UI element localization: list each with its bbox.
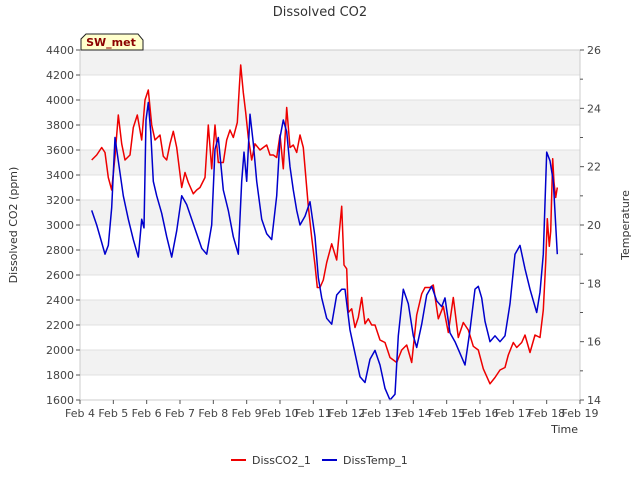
plot-band	[80, 325, 580, 350]
x-tick-label: Feb 17	[495, 407, 532, 420]
x-tick-label: Feb 14	[395, 407, 432, 420]
y-tick-label: 3600	[46, 144, 74, 157]
plot-band	[80, 225, 580, 250]
y-tick-label: 3400	[46, 169, 74, 182]
plot-band	[80, 175, 580, 200]
y-tick-label: 4200	[46, 69, 74, 82]
plot-band	[80, 75, 580, 100]
y-tick-label: 3200	[46, 194, 74, 207]
x-tick-label: Feb 11	[295, 407, 332, 420]
legend-label-dissco2: DissCO2_1	[252, 454, 311, 467]
site-badge-shape	[80, 33, 144, 51]
series-line-disstemp-1	[90, 101, 559, 401]
x-axis-label: Time	[550, 423, 578, 436]
y-tick-label: 1600	[46, 394, 74, 407]
y-tick-label: 3000	[46, 219, 74, 232]
chart-title: Dissolved CO2	[273, 5, 367, 20]
y2-tick-label: 22	[587, 161, 601, 174]
series-line-dissco2-1	[91, 64, 559, 385]
x-tick-label: Feb 6	[132, 407, 162, 420]
y2-tick-label: 16	[587, 336, 601, 349]
x-tick-label: Feb 8	[198, 407, 228, 420]
site-badge-label: SW_met	[86, 36, 136, 49]
x-tick-label: Feb 13	[362, 407, 399, 420]
x-tick-label: Feb 9	[232, 407, 262, 420]
y2-axis-label: Temperature	[619, 190, 632, 261]
plot-band	[80, 125, 580, 150]
plot-band	[80, 250, 580, 275]
y-axis-label: Dissolved CO2 (ppm)	[7, 167, 20, 284]
y-tick-label: 2800	[46, 244, 74, 257]
legend: DissCO2_1 DissTemp_1	[231, 454, 408, 467]
x-tick-label: Feb 7	[165, 407, 195, 420]
x-tick-label: Feb 5	[98, 407, 128, 420]
y-tick-label: 2600	[46, 269, 74, 282]
x-tick-label: Feb 16	[462, 407, 499, 420]
x-axis-ticks: Feb 4 Feb 5 Feb 6 Feb 7 Feb 8 Feb 9 Feb 10Feb …	[65, 400, 598, 420]
y2-tick-label: 24	[587, 102, 601, 115]
y-tick-label: 3800	[46, 119, 74, 132]
y-tick-label: 1800	[46, 369, 74, 382]
y-tick-label: 2400	[46, 294, 74, 307]
plot-band	[80, 100, 580, 125]
y-tick-label: 4000	[46, 94, 74, 107]
site-badge: SW_met	[80, 33, 144, 51]
y-tick-label: 2200	[46, 319, 74, 332]
x-tick-label: Feb 10	[262, 407, 299, 420]
plot-band	[80, 350, 580, 375]
plot-background	[80, 50, 580, 400]
plot-band	[80, 275, 580, 300]
x-tick-label: Feb 4	[65, 407, 95, 420]
x-tick-label: Feb 19	[562, 407, 599, 420]
x-tick-label: Feb 18	[528, 407, 565, 420]
plot-band	[80, 375, 580, 400]
x-tick-label: Feb 15	[428, 407, 465, 420]
legend-label-disstemp: DissTemp_1	[343, 454, 408, 467]
y2-axis-ticks: 14 16 18 20 22 24 26	[580, 44, 601, 407]
y-tick-label: 2000	[46, 344, 74, 357]
plot-band	[80, 300, 580, 325]
y-tick-label: 4400	[46, 44, 74, 57]
plot-band	[80, 50, 580, 75]
y2-tick-label: 26	[587, 44, 601, 57]
series-lines	[90, 64, 559, 401]
y2-tick-label: 20	[587, 219, 601, 232]
y2-tick-label: 18	[587, 277, 601, 290]
y-axis-ticks: 1600 1800 2000 2200 2400 2600 2800 3000 3200 3400…	[46, 44, 80, 407]
x-tick-label: Feb 12	[328, 407, 365, 420]
plot-band	[80, 150, 580, 175]
plot-band	[80, 200, 580, 225]
y2-tick-label: 14	[587, 394, 601, 407]
